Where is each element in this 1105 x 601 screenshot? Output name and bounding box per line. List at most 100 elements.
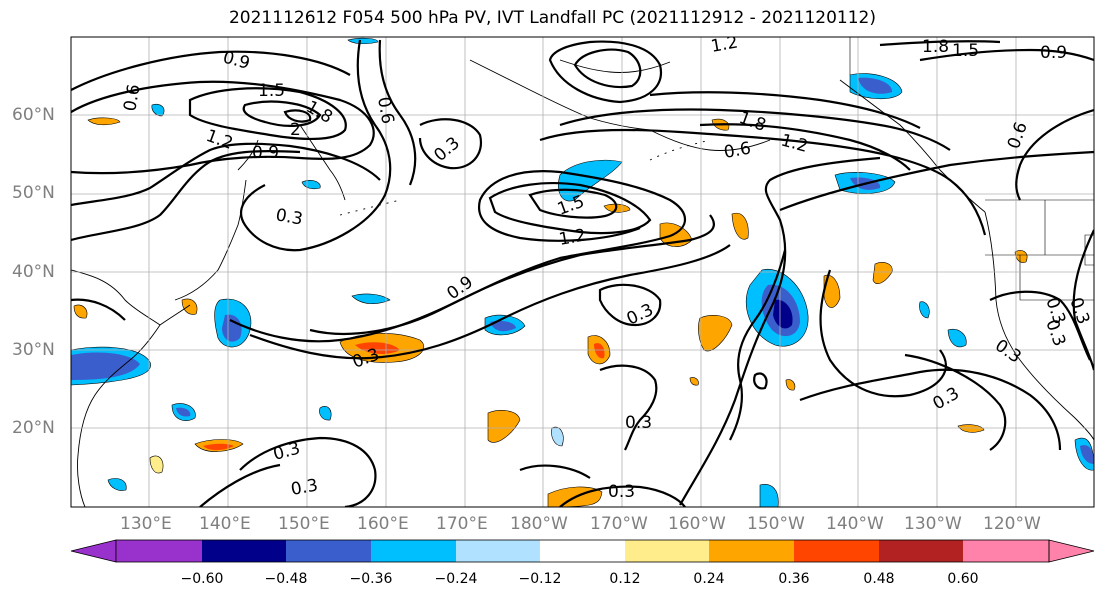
gridlines — [71, 37, 1094, 507]
map-plot-area: 0.9 1.5 1.8 2 1.2 0.9 0.6 0.3 0.3 1.2 1.… — [71, 33, 1094, 507]
contour-label: 0.6 — [722, 139, 752, 163]
colorbar-bin — [709, 540, 794, 562]
lon-label: 140°W — [826, 514, 884, 534]
pv-contours — [71, 39, 1094, 507]
shade-pos — [785, 379, 796, 391]
colorbar-tick-label: −0.12 — [518, 571, 562, 587]
colorbar-tick-label: 0.48 — [863, 571, 895, 587]
shade-pos — [73, 304, 88, 319]
colorbar-tick-label: 0.36 — [778, 571, 810, 587]
contour-labels: 0.9 1.5 1.8 2 1.2 0.9 0.6 0.3 0.3 1.2 1.… — [120, 33, 1093, 502]
lon-label: 140°E — [199, 514, 251, 534]
colorbar-bin — [794, 540, 879, 562]
lat-label: 30°N — [12, 340, 55, 360]
colorbar-bin — [116, 540, 202, 562]
contour-label: 0.3 — [608, 482, 635, 502]
map-frame — [70, 36, 1095, 508]
contour-label: 0.3 — [930, 383, 963, 414]
contour-label: 0.3 — [991, 336, 1025, 368]
contour-label: 1.5 — [952, 41, 979, 61]
colorbar-extend-max — [1048, 539, 1095, 563]
shade-neg — [222, 314, 242, 342]
colorbar-bin — [963, 540, 1049, 562]
colorbar-bin — [879, 540, 963, 562]
colorbar-tick-label: −0.36 — [349, 571, 393, 587]
colorbar — [70, 539, 1095, 563]
colorbar-bin — [202, 540, 286, 562]
lon-label: 130°W — [904, 514, 962, 534]
shade-neg — [347, 37, 379, 45]
coastlines — [71, 59, 1094, 507]
colorbar-bin — [456, 540, 540, 562]
shade-pos — [594, 343, 605, 359]
shade-pos — [731, 212, 749, 240]
lat-label: 40°N — [12, 262, 55, 282]
shade-neg — [319, 406, 332, 421]
lat-label: 20°N — [12, 418, 55, 438]
contour-label: 0.3 — [625, 413, 652, 433]
colorbar-bin — [286, 540, 371, 562]
shade-pos — [957, 424, 985, 433]
contour-label: 0.9 — [1040, 43, 1067, 63]
colorbar-tick-label: 0.12 — [609, 571, 641, 587]
colorbar-bin — [371, 540, 456, 562]
colorbar-bin — [625, 540, 709, 562]
shade-neg — [551, 426, 564, 447]
shade-neg — [947, 329, 967, 348]
contour-label: 1.2 — [709, 33, 739, 57]
shade-pos — [698, 315, 733, 352]
shade-neg — [759, 484, 779, 507]
shade-pos — [355, 342, 400, 355]
map-title: 2021112612 F054 500 hPa PV, IVT Landfall… — [228, 8, 876, 28]
shade-pos — [87, 117, 121, 126]
shade-neg — [71, 352, 140, 380]
shade-neg — [919, 301, 930, 319]
colorbar-extend-min — [70, 539, 117, 563]
lon-label: 150°W — [747, 514, 805, 534]
pv-shading — [71, 37, 1094, 507]
lon-label: 170°E — [436, 514, 488, 534]
shade-neg — [107, 478, 127, 491]
shade-pos — [203, 443, 234, 451]
lon-label: 120°W — [983, 514, 1041, 534]
shade-pos — [689, 377, 699, 386]
colorbar-tick-label: −0.48 — [264, 571, 308, 587]
shade-pos — [1014, 250, 1028, 263]
contour-label: 0.6 — [373, 95, 397, 125]
contour-label: 0.9 — [443, 272, 477, 304]
shade-pos — [872, 262, 893, 284]
lon-label: 130°E — [120, 514, 172, 534]
shade-pos — [181, 298, 198, 315]
lon-label: 160°E — [357, 514, 409, 534]
shade-pos — [487, 410, 521, 443]
lon-label: 170°W — [590, 514, 648, 534]
shade-neg — [301, 180, 321, 190]
contour-label: 1.5 — [258, 81, 285, 101]
lon-label: 150°E — [278, 514, 330, 534]
shade-neg — [151, 103, 165, 117]
colorbar-tick-label: −0.60 — [180, 571, 224, 587]
shade-pos — [823, 274, 841, 308]
shade-neg — [176, 407, 191, 417]
shade-neg — [351, 293, 391, 304]
contour-label: 1.8 — [922, 37, 949, 57]
colorbar-tick-label: −0.24 — [434, 571, 478, 587]
lat-label: 60°N — [12, 105, 55, 125]
lon-label: 180°W — [510, 514, 568, 534]
contour-label: 1.5 — [555, 192, 587, 220]
shade-neg — [773, 299, 793, 329]
contour-label: 0.3 — [289, 476, 319, 500]
shade-neg — [490, 320, 516, 332]
lon-label: 160°W — [668, 514, 726, 534]
colorbar-tick-label: 0.60 — [947, 571, 979, 587]
contour-label: 0.3 — [271, 439, 302, 465]
contour-label: 1.2 — [779, 131, 810, 157]
contour-label: 0.3 — [274, 205, 304, 229]
contour-label: 0.6 — [120, 83, 144, 113]
contour-label: 0.9 — [252, 143, 279, 163]
contour-label: 2 — [290, 120, 301, 140]
contour-label: 1.2 — [557, 226, 587, 250]
shade-pos — [149, 455, 164, 474]
contour-label: 0.6 — [1004, 119, 1032, 151]
